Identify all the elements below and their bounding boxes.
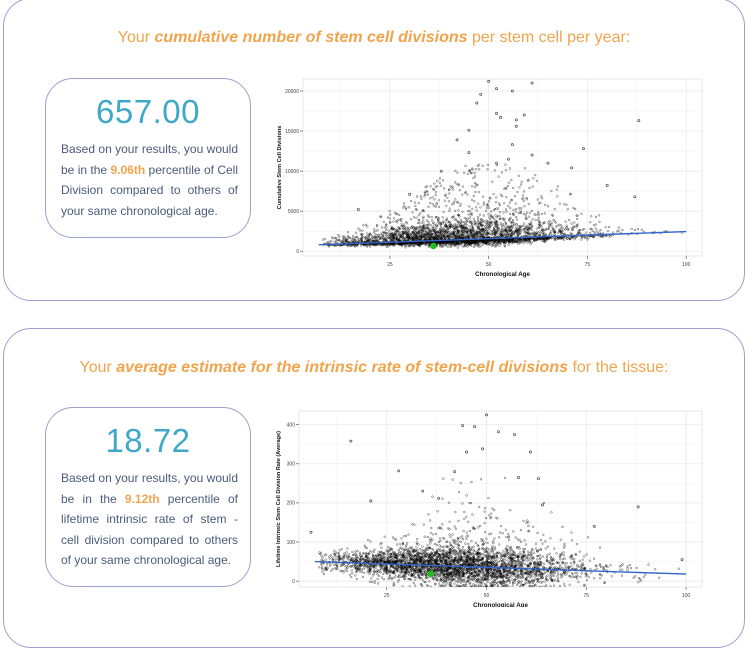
x-tick-label: 100	[682, 262, 691, 268]
x-axis-label: Chronological Age	[473, 602, 528, 607]
x-tick-label: 25	[387, 262, 393, 268]
intrinsic-rate-description: Based on your results, you would be in t…	[61, 468, 238, 571]
plot-panel	[303, 79, 702, 256]
y-tick-label: 300	[287, 462, 296, 468]
x-tick-label: 25	[384, 593, 390, 599]
y-tick-label: 20000	[285, 89, 299, 95]
intrinsic-rate-heading: Your average estimate for the intrinsic …	[4, 359, 744, 377]
y-tick-label: 0	[292, 579, 295, 585]
y-tick-label: 100	[287, 540, 296, 546]
cell-division-stat-box: 657.00 Based on your results, you would …	[45, 78, 251, 238]
cell-division-value: 657.00	[46, 93, 250, 131]
intrinsic-rate-stat-box: 18.72 Based on your results, you would b…	[45, 407, 251, 587]
x-tick-label: 75	[585, 262, 591, 268]
x-tick-label: 75	[584, 593, 590, 599]
x-tick-label: 50	[484, 593, 490, 599]
intrinsic-rate-scatter-chart: 25 50 75 100 0 100 200 300 400 Chronological Age L…	[272, 407, 712, 607]
x-tick-label: 50	[486, 262, 492, 268]
y-axis-label: Cumulative Stem Cell Divisions	[277, 126, 283, 210]
y-tick-label: 5000	[288, 209, 299, 215]
cell-division-percentile: 9.06th	[110, 163, 145, 177]
y-tick-label: 0	[296, 249, 299, 255]
intrinsic-rate-percentile: 9.12th	[125, 492, 160, 506]
y-tick-label: 400	[287, 422, 296, 428]
x-axis-label: Chronological Age	[475, 271, 530, 278]
x-tick-label: 100	[682, 593, 691, 599]
y-tick-label: 200	[287, 501, 296, 507]
cell-division-scatter-chart: 25 50 75 100 0 5000 10000 15000 20000 Chronologic…	[272, 75, 712, 280]
y-axis-label: Lifetime Intrinsic Stem Cell Division Ra…	[276, 431, 282, 567]
y-tick-label: 15000	[285, 129, 299, 135]
intrinsic-rate-value: 18.72	[46, 422, 250, 460]
user-point	[427, 571, 434, 578]
intrinsic-rate-card: Your average estimate for the intrinsic …	[3, 328, 745, 648]
cell-division-heading: Your cumulative number of stem cell divi…	[4, 29, 744, 47]
user-point	[430, 243, 437, 250]
cell-division-card: Your cumulative number of stem cell divi…	[3, 0, 745, 301]
y-tick-label: 10000	[285, 169, 299, 175]
cell-division-description: Based on your results, you would be in t…	[61, 139, 238, 221]
